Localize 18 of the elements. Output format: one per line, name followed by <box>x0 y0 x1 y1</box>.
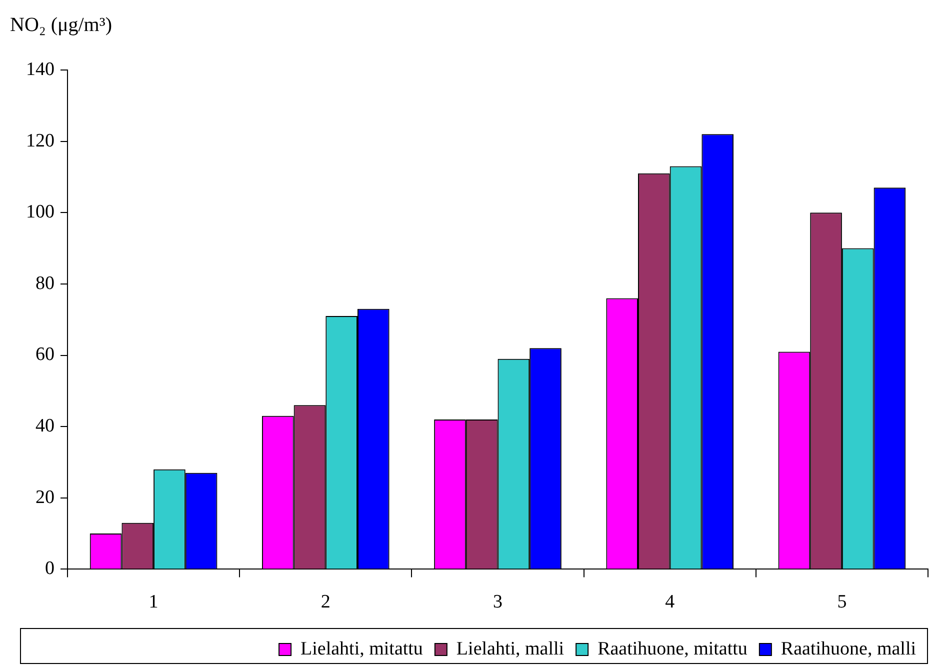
x-tick-label: 3 <box>493 592 502 613</box>
legend-label: Lielahti, mitattu <box>300 638 424 660</box>
legend-label: Lielahti, malli <box>456 638 564 660</box>
x-tick-label: 4 <box>665 592 676 613</box>
legend-label: Raatihuone, mitattu <box>598 638 748 660</box>
x-tick-label: 2 <box>320 592 330 613</box>
y-tick-label: 140 <box>26 58 54 80</box>
x-tick-label: 1 <box>148 592 158 613</box>
y-tick-label: 0 <box>45 558 54 580</box>
x-tick-label: 5 <box>837 592 847 613</box>
y-tick-label: 40 <box>36 416 54 437</box>
legend-label: Raatihuone, malli <box>780 638 916 660</box>
y-tick-label: 100 <box>26 202 54 223</box>
y-tick-label: 60 <box>36 344 54 366</box>
y-tick-label: 80 <box>36 272 54 294</box>
y-axis-title: NO₂ (μg/m³) <box>10 14 112 37</box>
y-tick-label: 20 <box>36 486 54 508</box>
y-tick-label: 120 <box>26 130 54 152</box>
